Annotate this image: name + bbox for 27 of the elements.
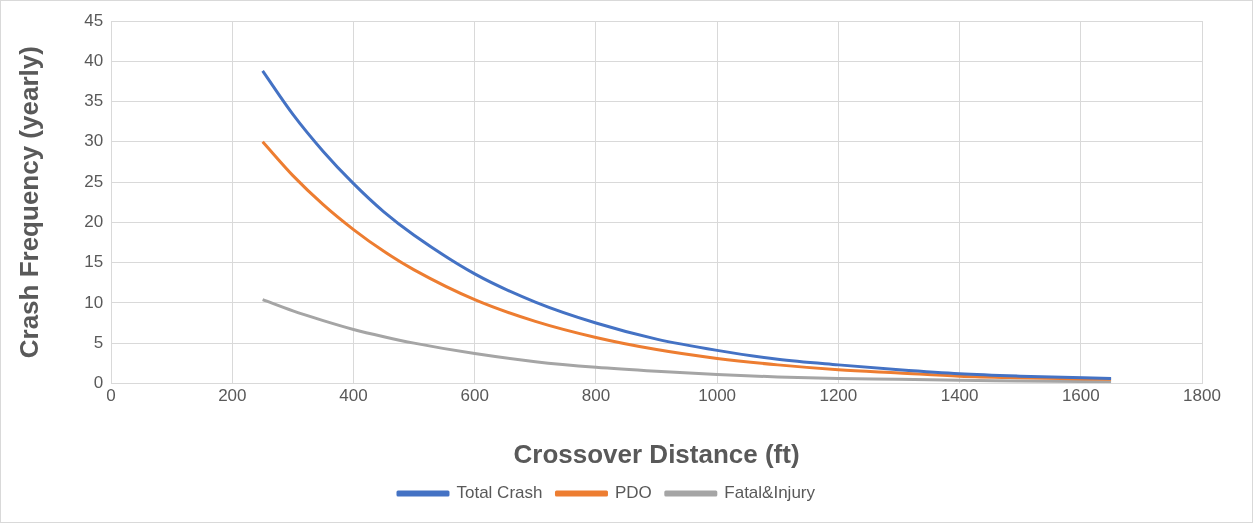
x-tick-label: 400 [339,386,368,406]
y-tick-label: 5 [93,332,104,352]
x-tick-label: 600 [460,386,489,406]
x-tick-label: 1400 [940,386,979,406]
y-tick-label: 30 [84,131,104,151]
y-tick-label: 10 [84,292,104,312]
legend-label: Total Crash [456,483,543,503]
y-tick-label: 0 [93,373,104,393]
line-series [261,298,1113,384]
y-tick-label: 20 [84,212,104,232]
legend-label: Fatal&Injury [724,483,816,503]
x-axis-title: Crossover Distance (ft) [513,438,800,469]
y-tick-label: 15 [84,252,104,272]
legend-label: PDO [614,483,652,503]
x-tick-label: 200 [218,386,247,406]
y-tick-label: 45 [84,10,104,30]
y-tick-label: 35 [84,91,104,111]
x-tick-label: 1200 [819,386,858,406]
y-tick-label: 25 [84,171,104,191]
line-series [261,140,1113,381]
x-tick-label: 800 [581,386,611,406]
x-tick-label: 1800 [1183,386,1221,406]
x-tick-label: 1600 [1061,386,1100,406]
y-axis-title: Crash Frequency (yearly) [13,46,44,359]
line-series [261,69,1113,381]
x-tick-label: 1000 [698,386,737,406]
y-tick-label: 40 [84,50,104,70]
